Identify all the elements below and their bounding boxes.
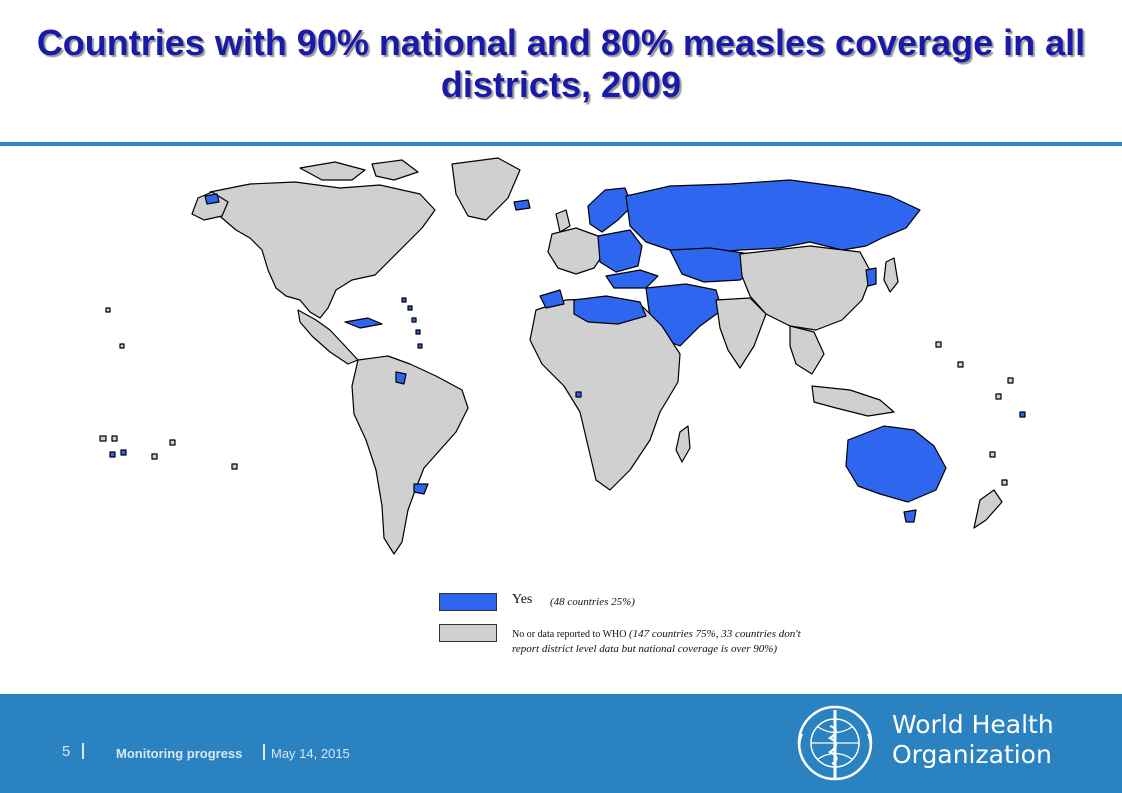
world-map (99, 157, 1026, 555)
organization-name-line2: Organization (892, 740, 1052, 769)
legend-note-yes: (48 countries 25%) (550, 596, 635, 608)
legend-swatch-no (439, 624, 497, 642)
region-eastern-europe (597, 229, 643, 273)
region-africa (529, 297, 681, 491)
region-korea (865, 267, 877, 287)
region-south-asia (715, 297, 767, 369)
slide-title: Countries with 90% national and 80% meas… (36, 22, 1086, 105)
region-alaska (191, 191, 229, 221)
region-russia (625, 179, 921, 255)
region-scandinavia (587, 187, 633, 233)
region-uruguay (413, 483, 429, 495)
who-emblem-icon (797, 705, 873, 781)
legend-swatch-yes (439, 593, 497, 611)
region-turkey (605, 269, 659, 289)
footer-separator (82, 743, 84, 759)
title-divider (0, 142, 1122, 146)
region-australia (845, 425, 947, 503)
footer-date: May 14, 2015 (271, 746, 350, 761)
region-cuba (344, 317, 383, 329)
region-east-asia (739, 245, 873, 331)
legend-label-yes: Yes (512, 592, 533, 607)
region-central-america (297, 309, 359, 365)
region-north-africa (573, 295, 647, 325)
region-greenland (451, 157, 521, 221)
legend-label-no: No or data reported to WHO (147 countrie… (512, 627, 830, 657)
legend-label-no-text: No or data reported to WHO (512, 629, 627, 640)
organization-name-line1: World Health (892, 710, 1054, 739)
organization-name: World Health Organization (892, 710, 1054, 770)
footer-section-title: Monitoring progress (116, 746, 243, 761)
region-arctic-islands (299, 161, 366, 181)
page-number: 5 (62, 743, 71, 760)
region-north-america (207, 181, 436, 319)
legend-note-no: (147 countries 75%, 33 countries don't r… (512, 628, 801, 655)
footer-separator (263, 744, 265, 760)
region-guyana (395, 371, 407, 385)
region-iceland (513, 199, 531, 211)
footer-bar: 5 Monitoring progress May 14, 2015 World… (0, 694, 1122, 793)
region-south-america (351, 355, 469, 555)
region-western-europe (547, 227, 607, 275)
